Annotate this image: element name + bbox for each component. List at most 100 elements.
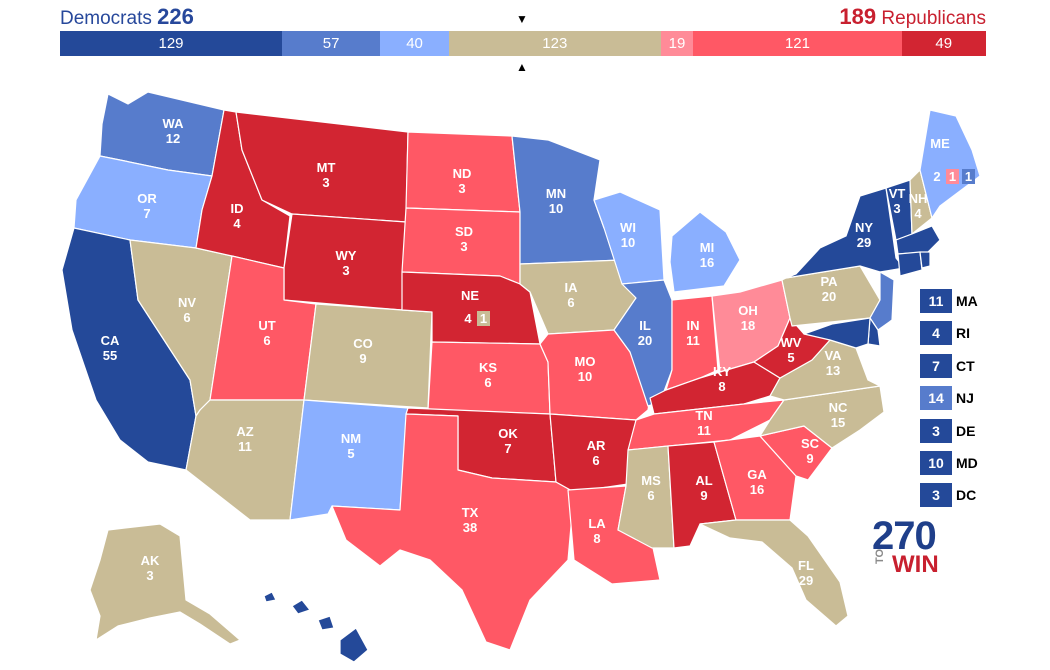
state-wy[interactable] — [283, 213, 407, 311]
state-ev-mo: 10 — [578, 369, 592, 384]
state-label-ar: AR — [587, 438, 606, 453]
small-state-ev-dc[interactable]: 3 — [920, 483, 952, 508]
small-state-ev-de[interactable]: 3 — [920, 418, 952, 443]
state-ev-nv: 6 — [183, 310, 190, 325]
state-ev-az: 11 — [238, 439, 252, 454]
state-ev-me: 2 — [933, 169, 940, 184]
small-state-ev-ct[interactable]: 7 — [920, 353, 952, 378]
state-ev-ms: 6 — [647, 488, 654, 503]
state-ev-mn: 10 — [549, 201, 563, 216]
state-me[interactable] — [919, 109, 981, 219]
bar-segment: 121 — [693, 31, 902, 56]
state-label-sd: SD — [455, 224, 473, 239]
state-ev-tn: 11 — [697, 423, 711, 438]
state-label-ks: KS — [479, 360, 497, 375]
state-label-tn: TN — [695, 408, 712, 423]
state-ev-nh: 4 — [914, 206, 922, 221]
us-electoral-map: WA12OR7CA55NV6ID4MT3WY3UT6AZ11CO9NM5ND3S… — [61, 91, 981, 663]
me-district-2-ev: 1 — [949, 169, 956, 184]
small-state-label-ct: CT — [956, 357, 975, 374]
state-label-co: CO — [353, 336, 373, 351]
state-ev-in: 11 — [686, 333, 700, 348]
state-ev-sd: 3 — [460, 239, 467, 254]
state-pa[interactable] — [781, 265, 881, 327]
state-label-ga: GA — [747, 467, 767, 482]
small-state-ev-ri[interactable]: 4 — [920, 321, 952, 346]
state-label-nh: NH — [909, 191, 928, 206]
state-label-sc: SC — [801, 436, 820, 451]
state-ak[interactable] — [89, 523, 241, 645]
state-label-fl: FL — [798, 558, 814, 573]
small-state-ev-ma[interactable]: 11 — [920, 289, 952, 313]
me-district-1-ev-box[interactable] — [962, 169, 975, 184]
state-ev-va: 13 — [826, 363, 840, 378]
state-ev-ky: 8 — [718, 379, 725, 394]
state-ct[interactable] — [897, 251, 923, 277]
state-label-ak: AK — [141, 553, 160, 568]
bar-segment: 40 — [380, 31, 449, 56]
ne-district-ev-box[interactable] — [477, 311, 490, 326]
state-tx[interactable] — [331, 413, 575, 651]
small-state-label-de: DE — [956, 422, 976, 439]
me-district-1-ev: 1 — [965, 169, 972, 184]
state-label-hi: HI — [316, 627, 329, 642]
small-state-label-md: MD — [956, 455, 978, 471]
state-label-mt: MT — [317, 160, 336, 175]
state-label-oh: OH — [738, 303, 758, 318]
state-mi[interactable] — [669, 211, 741, 293]
state-ev-ut: 6 — [263, 333, 270, 348]
state-ev-wy: 3 — [342, 263, 349, 278]
state-ev-la: 8 — [593, 531, 600, 546]
democrats-total-header: Democrats 226 — [60, 4, 194, 30]
state-ev-co: 9 — [359, 351, 366, 366]
state-ev-ia: 6 — [567, 295, 574, 310]
state-fl[interactable] — [699, 519, 849, 627]
small-state-ev-md[interactable]: 10 — [920, 451, 952, 475]
state-ev-id: 4 — [233, 216, 241, 231]
state-label-mn: MN — [546, 186, 566, 201]
state-ev-wv: 5 — [787, 350, 794, 365]
state-md[interactable] — [803, 317, 871, 349]
state-ev-mi: 16 — [700, 255, 714, 270]
midpoint-up-arrow-icon: ▲ — [516, 60, 528, 74]
state-ev-hi: 4 — [318, 642, 326, 657]
state-hi[interactable] — [339, 627, 369, 663]
me-district-2-ev-box[interactable] — [946, 169, 959, 184]
state-ev-ak: 3 — [146, 568, 153, 583]
state-label-ca: CA — [101, 333, 120, 348]
state-ev-pa: 20 — [822, 289, 836, 304]
state-ga[interactable] — [713, 435, 797, 521]
state-label-wv: WV — [781, 335, 802, 350]
state-label-nm: NM — [341, 431, 361, 446]
state-ev-ny: 29 — [857, 235, 871, 250]
state-ri[interactable] — [919, 251, 931, 269]
hi-island-2 — [291, 599, 311, 615]
bar-segment: 57 — [282, 31, 381, 56]
state-ev-tx: 38 — [463, 520, 477, 535]
state-label-ne: NE — [461, 288, 479, 303]
republicans-total-header: 189 Republicans — [839, 4, 986, 30]
state-ev-fl: 29 — [799, 573, 813, 588]
state-ev-ne: 4 — [464, 311, 472, 326]
state-az[interactable] — [185, 399, 305, 521]
state-ev-ca: 55 — [103, 348, 117, 363]
state-co[interactable] — [303, 303, 433, 409]
hi-island-1 — [263, 591, 277, 603]
state-ev-ga: 16 — [750, 482, 764, 497]
midpoint-down-arrow-icon: ▼ — [516, 12, 528, 26]
bar-segment: 49 — [901, 31, 986, 56]
state-label-wy: WY — [336, 248, 357, 263]
state-ev-nc: 15 — [831, 415, 845, 430]
logo-to-text: TO — [874, 548, 886, 564]
state-ny[interactable] — [785, 187, 905, 279]
state-ev-vt: 3 — [893, 201, 900, 216]
state-label-nv: NV — [178, 295, 196, 310]
small-state-ev-nj[interactable]: 14 — [920, 386, 952, 411]
state-label-nd: ND — [453, 166, 472, 181]
state-label-id: ID — [231, 201, 244, 216]
state-label-ny: NY — [855, 220, 873, 235]
state-label-wa: WA — [163, 116, 185, 131]
state-tn[interactable] — [627, 399, 785, 451]
state-ev-mt: 3 — [322, 175, 329, 190]
democrats-electoral-total: 226 — [157, 4, 194, 29]
